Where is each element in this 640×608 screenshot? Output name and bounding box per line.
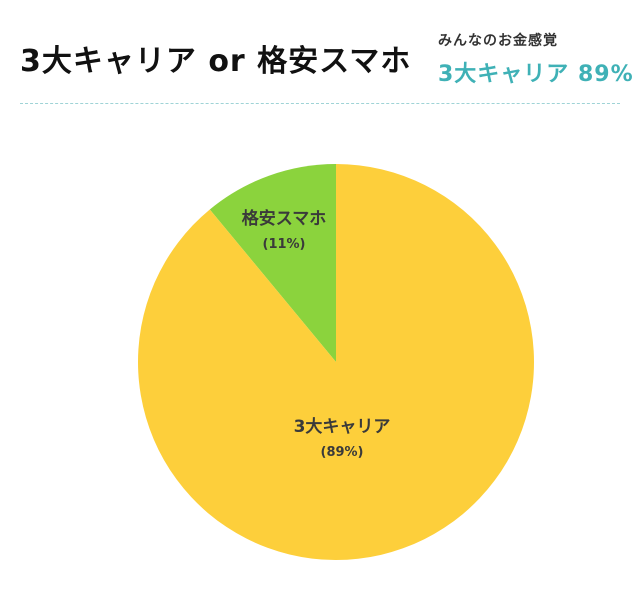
pie-slice-budget-phone bbox=[209, 164, 336, 362]
summary-caption: みんなのお金感覚 bbox=[438, 33, 558, 49]
pie-labels: 格安スマホ (11%) 3大キャリア (89%) bbox=[242, 208, 391, 460]
slice-label-budget-phone: 格安スマホ bbox=[242, 208, 327, 229]
page-title: 3大キャリア or 格安スマホ bbox=[20, 44, 412, 79]
title-divider bbox=[20, 103, 620, 104]
slice-value-major-carrier: (89%) bbox=[321, 445, 364, 460]
summary-value: 3大キャリア 89% bbox=[438, 62, 634, 87]
pie-slices bbox=[138, 164, 535, 560]
pie-slice-major-carrier bbox=[138, 164, 535, 560]
slice-value-budget-phone: (11%) bbox=[263, 237, 306, 252]
result-summary: みんなのお金感覚 3大キャリア 89% bbox=[438, 30, 634, 88]
slice-label-major-carrier: 3大キャリア bbox=[294, 416, 391, 437]
